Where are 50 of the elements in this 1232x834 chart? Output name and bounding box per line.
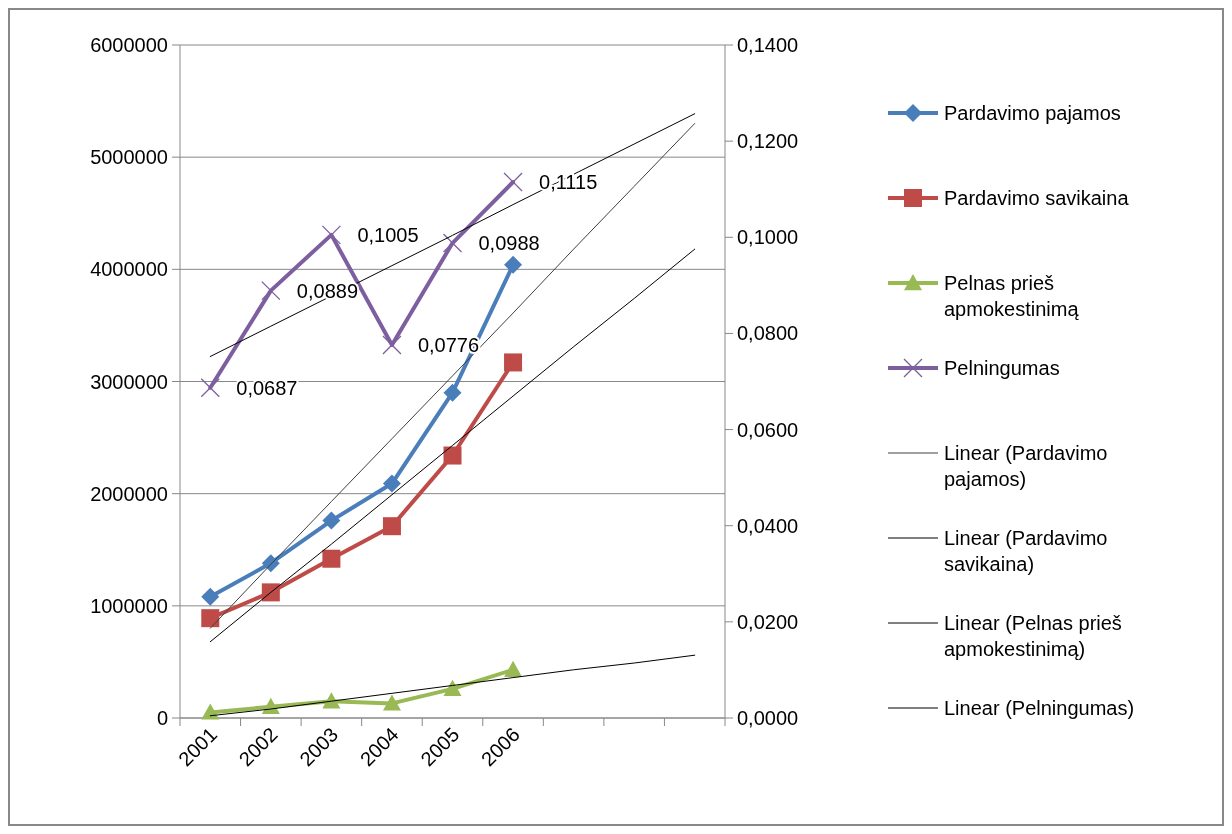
point bbox=[382, 517, 401, 536]
point bbox=[201, 587, 220, 606]
point bbox=[261, 697, 280, 714]
data-label: 0,0988 bbox=[478, 232, 540, 255]
data-label: 0,1005 bbox=[357, 223, 419, 246]
point bbox=[261, 554, 280, 573]
y-tick-label: 0 bbox=[156, 707, 168, 729]
legend-label: Pelningumas bbox=[944, 357, 1060, 379]
point bbox=[443, 446, 462, 465]
point bbox=[503, 172, 523, 192]
point bbox=[443, 679, 462, 697]
point bbox=[382, 694, 401, 711]
point bbox=[504, 660, 523, 677]
y2-tick-label: 0,0800 bbox=[737, 322, 799, 345]
point bbox=[261, 281, 281, 301]
y2-tick-label: 0,1000 bbox=[737, 226, 799, 249]
point bbox=[443, 383, 462, 402]
point bbox=[200, 378, 220, 398]
legend-label: Linear (Pelnas prieš apmokestinimą) bbox=[944, 612, 1122, 660]
point bbox=[382, 335, 402, 355]
legend-label: Linear (Pardavimo pajamos) bbox=[944, 442, 1108, 490]
y2-tick-label: 0,0400 bbox=[737, 514, 799, 537]
point bbox=[322, 511, 341, 530]
y2-tick-label: 0,0600 bbox=[737, 418, 799, 441]
legend-label: Pardavimo savikaina bbox=[944, 187, 1130, 209]
y-tick-label: 5000000 bbox=[90, 146, 168, 169]
legend-label: Pelnas prieš apmokestinimą bbox=[944, 272, 1080, 320]
legend-label: Pardavimo pajamos bbox=[944, 102, 1121, 124]
legend-label: Linear (Pardavimo savikaina) bbox=[944, 527, 1108, 575]
point bbox=[322, 549, 341, 568]
y-tick-label: 6000000 bbox=[90, 34, 168, 56]
y2-tick-label: 0,0000 bbox=[737, 707, 799, 729]
y2-tick-label: 0,1200 bbox=[737, 130, 799, 153]
data-label: 0,0687 bbox=[236, 376, 298, 399]
point bbox=[504, 353, 523, 372]
point bbox=[261, 583, 280, 602]
legend-label: Linear (Pelningumas) bbox=[944, 697, 1135, 719]
y-tick-label: 3000000 bbox=[90, 370, 168, 393]
y-tick-label: 4000000 bbox=[90, 258, 168, 281]
y2-tick-label: 0,0200 bbox=[737, 610, 799, 633]
y2-tick-label: 0,1400 bbox=[737, 34, 799, 56]
y-tick-label: 2000000 bbox=[90, 482, 168, 505]
point bbox=[382, 474, 401, 493]
point bbox=[201, 703, 220, 720]
point bbox=[321, 225, 342, 245]
point bbox=[442, 233, 463, 253]
y-tick-label: 1000000 bbox=[90, 594, 168, 617]
line-series bbox=[209, 113, 696, 357]
point bbox=[504, 255, 523, 274]
point bbox=[201, 609, 220, 628]
